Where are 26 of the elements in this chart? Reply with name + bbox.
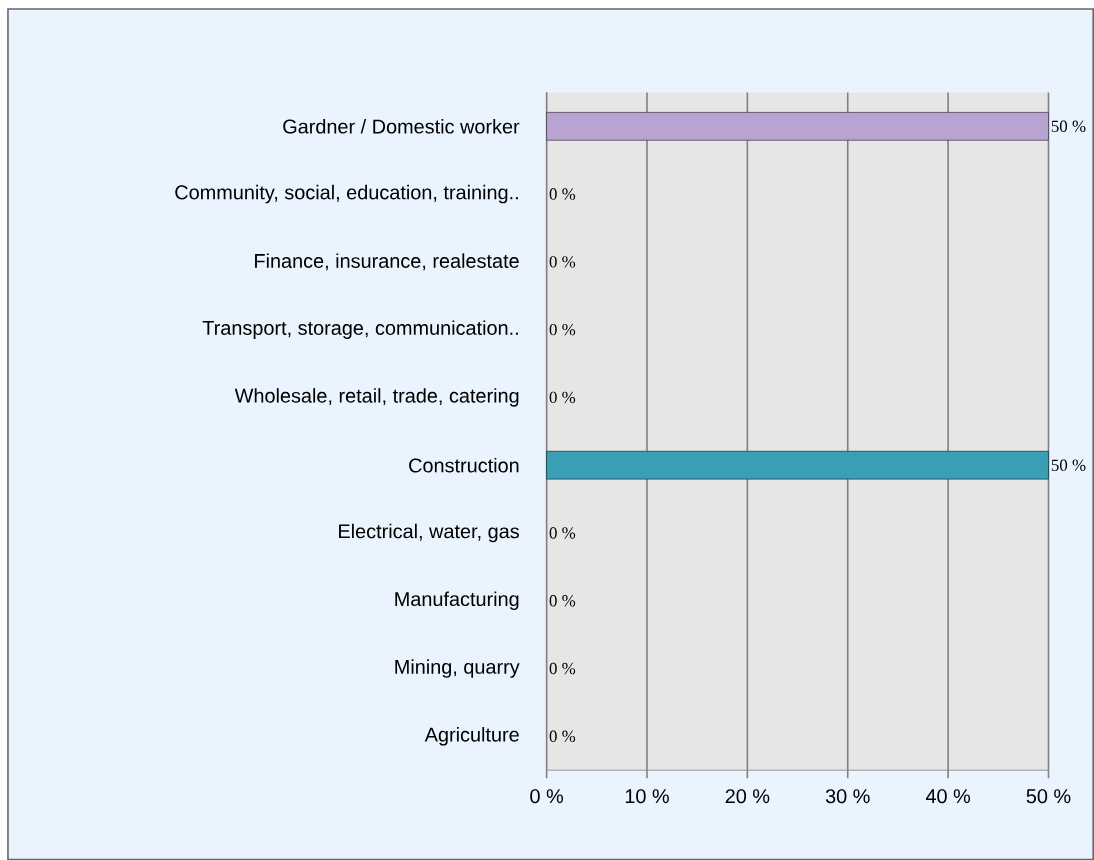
- y-tick-label: Gardner / Domestic worker: [283, 118, 520, 134]
- data-label: 0 %: [549, 730, 576, 742]
- data-label: 0 %: [549, 188, 576, 200]
- data-label: 0 %: [549, 323, 576, 336]
- data-label: 50 %: [1051, 459, 1086, 471]
- y-tick-label: Electrical, water, gas: [339, 523, 519, 543]
- y-tick-label: Transport, storage, communication..: [202, 320, 518, 339]
- data-label: 50 %: [1051, 120, 1086, 132]
- y-tick-label: Wholesale, retail, trade, catering: [234, 387, 519, 407]
- y-tick-label: Construction: [409, 457, 519, 473]
- x-tick-label: 20 %: [725, 788, 770, 803]
- data-label: 0 %: [549, 662, 576, 675]
- x-tick-label: 50 %: [1026, 788, 1071, 803]
- data-label: 0 %: [549, 255, 576, 268]
- x-tick-label: 30 %: [825, 788, 870, 803]
- y-tick-label: Mining, quarry: [395, 659, 520, 678]
- y-tick-label: Community, social, education, training..: [175, 184, 518, 204]
- x-tick-label: 0 %: [530, 788, 564, 803]
- data-label: 0 %: [549, 391, 576, 403]
- y-tick-label: Agriculture: [424, 726, 519, 746]
- y-tick-label: Manufacturing: [395, 591, 519, 610]
- data-label: 0 %: [549, 594, 576, 607]
- x-tick-label: 10 %: [625, 788, 669, 803]
- y-tick-label: Finance, insurance, realestate: [255, 253, 519, 271]
- data-label: 0 %: [549, 527, 576, 539]
- x-tick-label: 40 %: [925, 788, 971, 803]
